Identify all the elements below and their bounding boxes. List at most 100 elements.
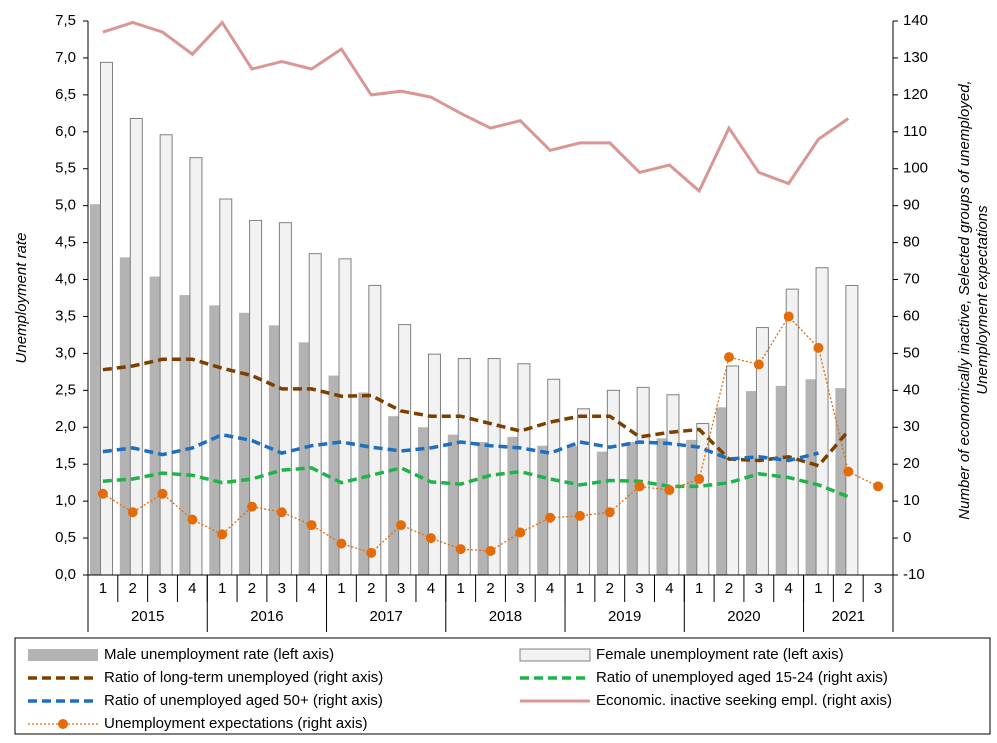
legend-label: Male unemployment rate (left axis) — [104, 646, 334, 663]
y2-tick-label: 80 — [903, 234, 920, 251]
x-tick-label: 1 — [576, 580, 584, 597]
marker — [455, 544, 466, 555]
legend-swatch — [28, 649, 98, 661]
legend-box — [14, 637, 991, 735]
bar — [447, 434, 460, 575]
bar — [249, 219, 263, 576]
x-tick-label: 2 — [844, 580, 852, 597]
bar — [90, 204, 102, 575]
y2-tick-label: 20 — [903, 455, 920, 472]
bar — [278, 222, 292, 576]
bar — [487, 358, 501, 576]
x-tick-label: 3 — [397, 580, 405, 597]
marker — [127, 507, 138, 518]
x-tick-label: 1 — [814, 580, 822, 597]
bar — [815, 267, 829, 576]
year-label: 2017 — [369, 608, 402, 625]
bar — [328, 375, 341, 575]
marker — [574, 510, 585, 521]
marker — [783, 311, 794, 322]
marker — [217, 529, 228, 540]
x-tick-label: 3 — [516, 580, 524, 597]
y2-tick-label: 120 — [903, 86, 928, 103]
y-axis-label: Unemployment rate — [13, 233, 30, 364]
bar — [388, 416, 401, 575]
y-tick-label: 5,5 — [55, 160, 76, 177]
year-label: 2018 — [489, 608, 522, 625]
line-series — [102, 315, 879, 554]
marker — [753, 359, 764, 370]
y-tick-label: 4,5 — [55, 234, 76, 251]
x-tick-label: 3 — [158, 580, 166, 597]
year-label: 2021 — [832, 608, 865, 625]
line-series — [102, 357, 850, 468]
marker — [187, 514, 198, 525]
y2-tick-label: 100 — [903, 160, 928, 177]
year-label: 2015 — [131, 608, 164, 625]
legend-marker — [58, 719, 68, 729]
marker — [306, 520, 317, 531]
y2-tick-label: 90 — [903, 197, 920, 214]
y-tick-label: 1,0 — [55, 492, 76, 509]
y-tick-label: 0,5 — [55, 529, 76, 546]
marker — [97, 488, 108, 499]
x-tick-label: 2 — [248, 580, 256, 597]
legend-label: Female unemployment rate (left axis) — [596, 646, 844, 663]
y2-tick-label: 130 — [903, 49, 928, 66]
marker — [545, 512, 556, 523]
bar — [567, 445, 580, 575]
year-label: 2020 — [727, 608, 760, 625]
year-label: 2019 — [608, 608, 641, 625]
bar — [189, 157, 203, 576]
marker — [694, 473, 705, 484]
bar — [726, 365, 740, 576]
y2-tick-label: -10 — [903, 566, 925, 583]
y-tick-label: 3,5 — [55, 307, 76, 324]
marker — [873, 481, 884, 492]
marker — [366, 547, 377, 558]
marker — [604, 507, 615, 518]
x-tick-label: 1 — [337, 580, 345, 597]
x-tick-label: 1 — [99, 580, 107, 597]
y2-tick-label: 110 — [903, 123, 927, 140]
x-tick-label: 4 — [546, 580, 554, 597]
y2-tick-label: 40 — [903, 381, 920, 398]
marker — [634, 481, 645, 492]
y2-axis-label: Unemployment expectations — [974, 205, 991, 395]
bar — [368, 284, 382, 576]
x-tick-label: 2 — [367, 580, 375, 597]
legend-label: Ratio of long-term unemployed (right axi… — [104, 669, 383, 686]
y-tick-label: 3,0 — [55, 344, 76, 361]
bar — [845, 284, 859, 576]
marker — [813, 342, 824, 353]
marker — [664, 485, 675, 496]
line-series — [102, 466, 849, 499]
x-tick-label: 4 — [784, 580, 792, 597]
marker — [485, 545, 496, 556]
bar — [547, 378, 561, 576]
y-tick-label: 7,0 — [55, 49, 76, 66]
bar — [179, 295, 192, 575]
y-tick-label: 5,0 — [55, 197, 76, 214]
x-tick-label: 4 — [307, 580, 315, 597]
x-tick-label: 4 — [665, 580, 673, 597]
y2-tick-label: 10 — [903, 492, 920, 509]
marker — [724, 352, 735, 363]
bar — [785, 288, 799, 576]
y-tick-label: 6,0 — [55, 123, 76, 140]
bar — [298, 342, 311, 575]
bar — [338, 258, 352, 576]
bar — [209, 305, 222, 575]
bar — [358, 392, 371, 575]
bar — [577, 408, 591, 576]
y2-tick-label: 70 — [903, 271, 920, 288]
y-tick-label: 7,5 — [55, 12, 76, 29]
bar — [149, 276, 162, 575]
y2-tick-label: 140 — [903, 12, 928, 29]
marker — [246, 501, 257, 512]
year-label: 2016 — [250, 608, 283, 625]
bar — [805, 379, 818, 575]
